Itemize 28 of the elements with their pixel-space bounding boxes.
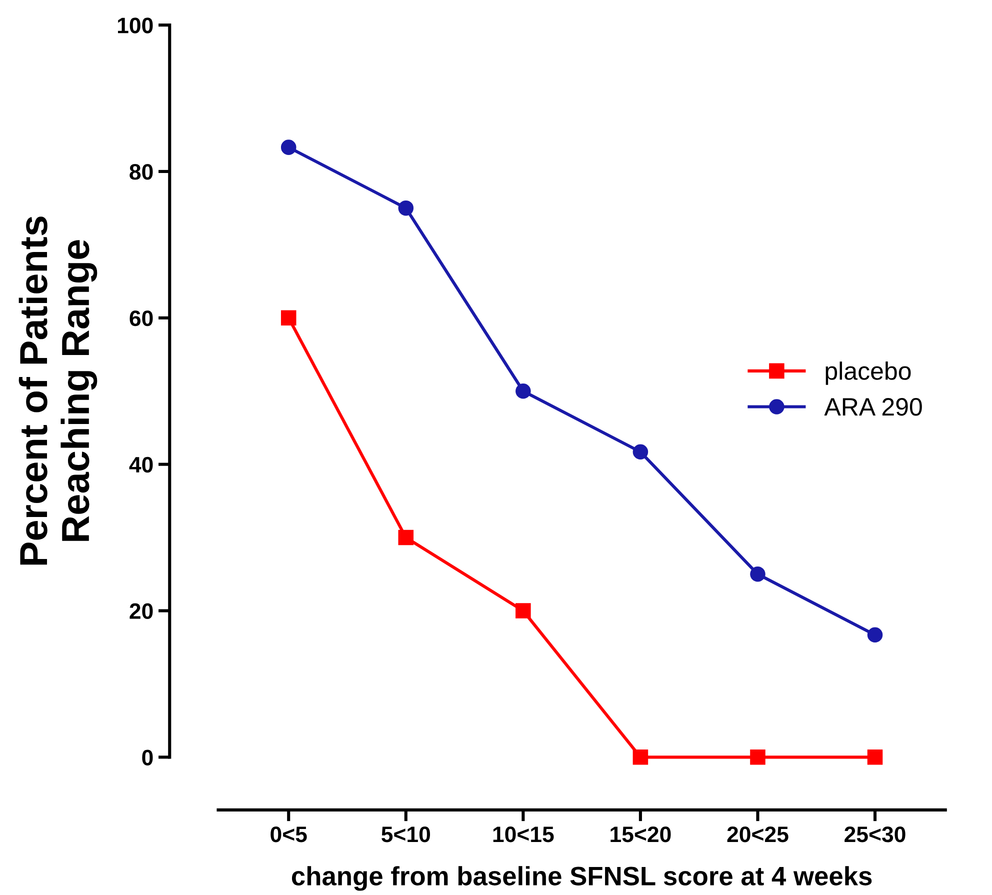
- y-tick-label: 60: [130, 310, 153, 326]
- point: [516, 383, 531, 399]
- y-tick-label: 80: [130, 164, 153, 180]
- legend-label: ARA 290: [824, 398, 922, 416]
- x-tick-label: 10<15: [493, 826, 554, 842]
- y-tick-label: 40: [129, 456, 153, 473]
- point: [280, 310, 296, 326]
- y-tick-label: 100: [118, 18, 153, 34]
- legend-label: placebo: [826, 362, 911, 385]
- y-tick-label: 0: [142, 750, 153, 766]
- y-axis-title: Percent of Patients Reaching Range: [18, 216, 98, 565]
- point: [398, 530, 414, 546]
- x-axis-title: change from baseline SFNSL score at 4 weeks: [292, 866, 872, 891]
- point: [632, 750, 648, 765]
- point: [632, 444, 648, 460]
- point: [516, 603, 531, 618]
- point: [867, 627, 883, 643]
- x-tick-label: 5<10: [382, 826, 430, 842]
- point: [398, 200, 414, 216]
- x-tick-label: 20<25: [727, 826, 788, 842]
- y-tick-label: 20: [130, 603, 153, 620]
- point: [750, 750, 766, 765]
- x-tick-label: 0<5: [270, 826, 307, 842]
- x-tick-label: 15<20: [610, 826, 671, 842]
- point: [280, 140, 296, 155]
- x-tick-label: 25<30: [844, 826, 906, 842]
- point: [867, 750, 883, 765]
- point: [750, 566, 766, 582]
